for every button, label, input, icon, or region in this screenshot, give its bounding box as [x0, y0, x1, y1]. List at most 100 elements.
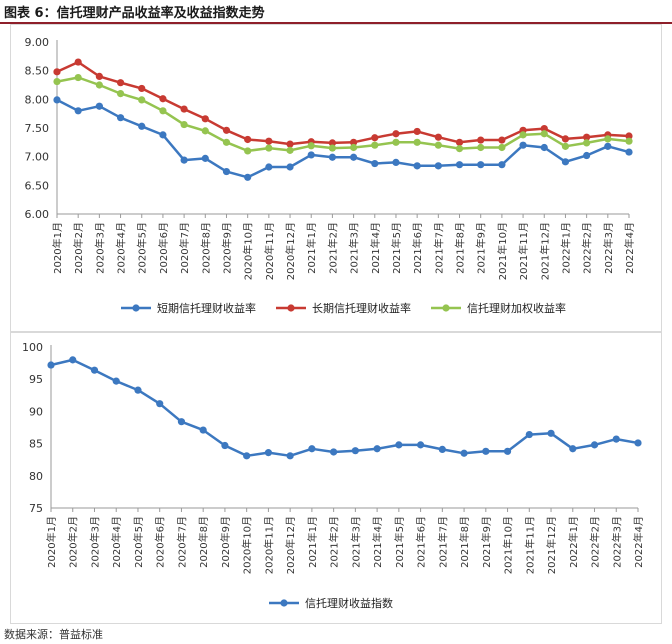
data-point — [286, 163, 294, 171]
data-point — [482, 447, 490, 455]
x-tick-label: 2021年4月 — [369, 222, 382, 274]
x-tick-label: 2020年3月 — [88, 516, 101, 568]
data-point — [590, 441, 599, 449]
data-point — [413, 162, 421, 170]
data-point — [53, 96, 61, 104]
data-point — [477, 161, 485, 169]
data-point — [265, 163, 273, 171]
x-tick-label: 2021年5月 — [393, 516, 406, 568]
data-point — [455, 161, 464, 169]
x-tick-label: 2020年4月 — [115, 222, 128, 274]
x-tick-label: 2022年2月 — [589, 516, 602, 568]
x-tick-label: 2022年1月 — [567, 516, 580, 568]
data-point — [112, 377, 120, 385]
data-point — [503, 447, 512, 455]
x-tick-label: 2021年10月 — [502, 516, 515, 574]
x-tick-label: 2020年1月 — [45, 516, 58, 568]
y-tick-label: 100 — [22, 341, 43, 354]
y-tick-label: 85 — [29, 438, 43, 451]
y-tick-label: 7.50 — [25, 122, 50, 135]
data-point — [286, 452, 294, 460]
data-point — [138, 84, 146, 93]
y-tick-label: 80 — [29, 470, 43, 483]
data-point — [634, 439, 642, 447]
y-tick-label: 8.50 — [25, 65, 50, 78]
data-point — [307, 142, 315, 150]
x-tick-label: 2020年9月 — [219, 516, 232, 568]
data-point — [612, 435, 620, 443]
data-point — [159, 131, 167, 139]
data-point — [199, 426, 207, 434]
data-point — [116, 114, 125, 122]
data-point — [156, 400, 164, 408]
x-tick-label: 2021年10月 — [496, 222, 509, 280]
x-tick-label: 2020年2月 — [67, 516, 80, 568]
x-tick-label: 2021年4月 — [371, 516, 384, 568]
series-line-1 — [50, 358, 639, 458]
x-tick-label: 2020年3月 — [93, 222, 106, 274]
data-point — [392, 138, 400, 146]
data-point — [477, 136, 485, 144]
data-point — [561, 158, 570, 166]
x-tick-label: 2021年2月 — [328, 516, 341, 568]
data-point — [328, 153, 337, 161]
data-point — [180, 156, 188, 164]
legend-swatch-marker — [280, 599, 288, 607]
data-point — [434, 141, 442, 149]
data-point — [413, 127, 421, 136]
data-point — [328, 139, 337, 147]
x-tick-label: 2022年3月 — [602, 222, 615, 274]
x-tick-label: 2021年9月 — [475, 222, 488, 274]
data-point — [519, 131, 527, 139]
x-tick-label: 2020年6月 — [157, 222, 170, 274]
data-point — [604, 135, 612, 143]
data-point — [519, 141, 527, 149]
data-point — [455, 145, 464, 153]
data-point — [74, 107, 82, 115]
data-point — [116, 79, 125, 87]
x-tick-label: 2022年4月 — [623, 222, 636, 274]
data-point — [392, 130, 400, 138]
data-point — [221, 441, 229, 450]
legend-label: 长期信托理财收益率 — [312, 301, 411, 315]
data-point — [138, 96, 146, 104]
figure-title: 图表 6：信托理财产品收益率及收益指数走势 — [4, 6, 265, 21]
x-tick-label: 2020年5月 — [132, 516, 145, 568]
data-point — [243, 452, 251, 460]
data-point — [95, 102, 103, 110]
data-point — [371, 141, 379, 149]
title-rule — [0, 22, 672, 24]
data-point — [180, 120, 188, 129]
data-point — [264, 449, 273, 457]
x-tick-label: 2020年7月 — [178, 222, 191, 274]
x-tick-label: 2020年7月 — [175, 516, 188, 568]
data-point — [434, 133, 442, 141]
x-tick-label: 2021年12月 — [538, 222, 551, 280]
x-tick-label: 2021年5月 — [390, 222, 403, 274]
data-point — [74, 73, 82, 82]
data-point — [159, 95, 167, 103]
data-point — [498, 143, 506, 152]
data-point — [330, 448, 338, 456]
data-point — [328, 144, 337, 152]
data-point — [201, 127, 209, 135]
x-tick-label: 2021年11月 — [523, 516, 536, 574]
data-point — [625, 137, 633, 145]
data-point — [569, 445, 577, 453]
y-tick-label: 90 — [29, 405, 43, 418]
x-tick-label: 2022年2月 — [581, 222, 594, 274]
x-tick-label: 2020年1月 — [51, 222, 64, 274]
x-tick-label: 2021年1月 — [306, 516, 319, 568]
x-tick-label: 2021年3月 — [349, 516, 362, 568]
x-tick-label: 2021年12月 — [545, 516, 558, 574]
data-point — [392, 158, 400, 166]
data-point — [307, 151, 315, 159]
data-point — [308, 445, 316, 453]
legend-swatch-marker — [132, 304, 140, 312]
data-point — [540, 143, 548, 152]
x-tick-label: 2020年12月 — [284, 222, 297, 280]
data-point — [177, 418, 186, 426]
data-point — [53, 68, 61, 76]
data-point — [373, 445, 381, 453]
data-point — [222, 167, 231, 176]
